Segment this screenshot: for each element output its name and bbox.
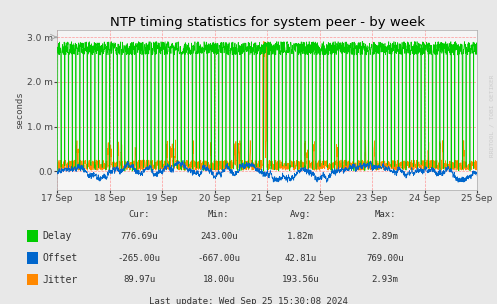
Text: 18.00u: 18.00u — [203, 275, 235, 285]
Text: Jitter: Jitter — [42, 275, 78, 285]
Text: 193.56u: 193.56u — [282, 275, 320, 285]
Text: Max:: Max: — [374, 210, 396, 219]
Text: 1.82m: 1.82m — [287, 232, 314, 241]
Text: 776.69u: 776.69u — [120, 232, 158, 241]
Text: -265.00u: -265.00u — [118, 254, 161, 263]
Text: 2.93m: 2.93m — [372, 275, 399, 285]
Text: 769.00u: 769.00u — [366, 254, 404, 263]
Text: Avg:: Avg: — [290, 210, 312, 219]
Text: Delay: Delay — [42, 231, 72, 241]
Y-axis label: seconds: seconds — [15, 92, 24, 129]
Text: Last update: Wed Sep 25 15:30:08 2024: Last update: Wed Sep 25 15:30:08 2024 — [149, 297, 348, 304]
Text: 2.89m: 2.89m — [372, 232, 399, 241]
Text: 89.97u: 89.97u — [123, 275, 155, 285]
Text: Offset: Offset — [42, 253, 78, 263]
Title: NTP timing statistics for system peer - by week: NTP timing statistics for system peer - … — [110, 16, 424, 29]
Text: -667.00u: -667.00u — [197, 254, 240, 263]
Text: RRDTOOL / TOBI OETIKER: RRDTOOL / TOBI OETIKER — [490, 74, 495, 157]
Text: Min:: Min: — [208, 210, 230, 219]
Text: Cur:: Cur: — [128, 210, 150, 219]
Text: 42.81u: 42.81u — [285, 254, 317, 263]
Text: 243.00u: 243.00u — [200, 232, 238, 241]
